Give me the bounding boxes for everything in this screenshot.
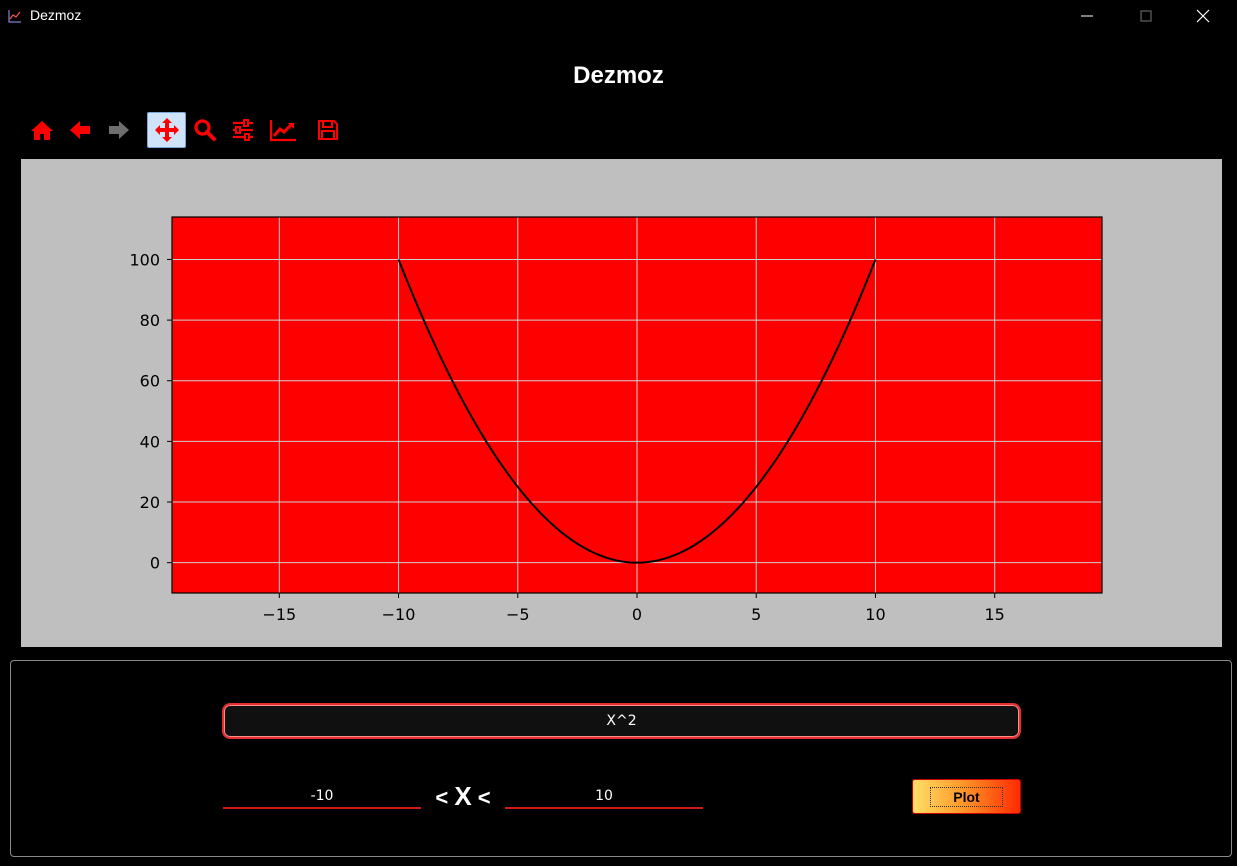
less-than-sign: <	[477, 785, 491, 810]
less-than-sign: <	[435, 785, 449, 810]
expression-input[interactable]	[222, 703, 1021, 739]
zoom-button[interactable]	[187, 112, 223, 148]
maximize-icon	[1140, 10, 1152, 22]
plot-button-label: Plot	[930, 786, 1003, 807]
range-min-input[interactable]	[223, 785, 421, 809]
x-tick-label: 0	[632, 605, 642, 624]
home-button[interactable]	[24, 112, 60, 148]
x-tick-label: 15	[985, 605, 1005, 624]
save-icon	[318, 120, 338, 140]
chart-line-icon	[8, 8, 22, 23]
range-label: < X <	[430, 781, 496, 812]
y-tick-label: 100	[129, 250, 160, 269]
edit-axes-icon	[269, 120, 296, 142]
back-button[interactable]	[62, 112, 98, 148]
plot-canvas[interactable]: −15 −10 −5 0 5 10 15 0 20 40 60 80 100	[21, 159, 1222, 647]
y-tick-label: 0	[150, 554, 160, 573]
forward-arrow-icon	[109, 121, 129, 139]
x-tick-label: −15	[262, 605, 296, 624]
y-tick-label: 60	[140, 372, 160, 391]
page-title: Dezmoz	[573, 62, 664, 89]
x-tick-label: −5	[506, 605, 530, 624]
configure-subplots-icon	[233, 119, 253, 141]
window-title: Dezmoz	[30, 7, 82, 23]
control-panel	[10, 660, 1232, 857]
maximize-button[interactable]	[1123, 0, 1169, 32]
configure-subplots-button[interactable]	[225, 112, 261, 148]
range-variable: X	[454, 781, 472, 811]
minimize-icon	[1081, 15, 1093, 17]
close-icon	[1196, 9, 1210, 23]
x-tick-label: −10	[382, 605, 416, 624]
edit-axes-button[interactable]	[264, 112, 302, 148]
back-arrow-icon	[70, 121, 90, 139]
pan-button[interactable]	[147, 112, 186, 148]
y-tick-label: 80	[140, 311, 160, 330]
x-tick-label: 10	[865, 605, 885, 624]
plot-button[interactable]: Plot	[912, 779, 1021, 814]
y-tick-label: 20	[140, 493, 160, 512]
title-bar: Dezmoz	[0, 0, 1237, 32]
forward-button[interactable]	[101, 112, 137, 148]
series-line	[397, 259, 877, 564]
zoom-magnifier-icon	[194, 119, 216, 141]
range-max-input[interactable]	[505, 785, 703, 809]
pan-move-icon	[154, 118, 179, 142]
y-tick-label: 40	[140, 432, 160, 451]
save-button[interactable]	[310, 112, 346, 148]
close-button[interactable]	[1180, 0, 1226, 32]
home-icon	[31, 121, 53, 140]
x-tick-label: 5	[751, 605, 761, 624]
minimize-button[interactable]	[1064, 0, 1110, 32]
plot-figure[interactable]: −15 −10 −5 0 5 10 15 0 20 40 60 80 100	[21, 159, 1222, 647]
